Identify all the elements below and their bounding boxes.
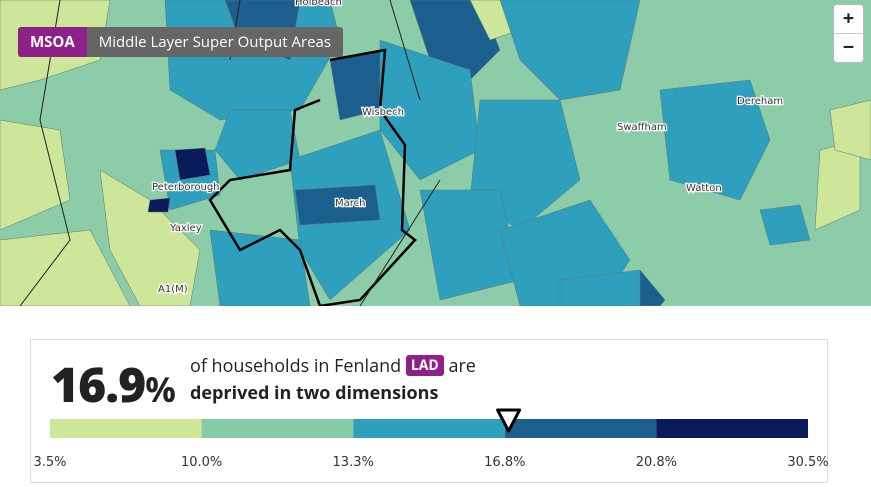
layer-badge: MSOA Middle Layer Super Output Areas (18, 27, 343, 57)
value: 16.9 (51, 352, 146, 417)
badge-text: Middle Layer Super Output Areas (86, 27, 343, 57)
place-label: A1(M) (158, 284, 188, 295)
place-label: Watton (686, 183, 722, 194)
area-type: LAD (405, 355, 444, 376)
place-label: Dereham (737, 96, 783, 107)
text: are (448, 354, 476, 378)
map-areas (0, 0, 871, 306)
place-label: Yaxley (169, 223, 202, 234)
sentence: of households in Fenland LAD are (190, 354, 476, 378)
unit: % (145, 366, 176, 412)
place-label: Swaffham (617, 122, 667, 133)
place-label: Peterborough (152, 182, 220, 193)
map-labels: Holbeach Wisbech Peterborough March Yaxley A1… (151, 0, 785, 296)
place-label: March (335, 198, 365, 209)
badge-code: MSOA (18, 27, 87, 57)
zoom-control: + − (833, 4, 864, 63)
measure: deprived in two dimensions (190, 381, 439, 405)
zoom-in[interactable]: + (834, 5, 863, 34)
zoom-out[interactable]: − (842, 33, 855, 60)
headline-value: 16.9% (51, 352, 176, 417)
place-label: Holbeach (295, 0, 342, 8)
info-panel: 16.9% of households in Fenland LAD are d… (30, 339, 828, 483)
text: of households in Fenland (190, 354, 402, 378)
place-label: Wisbech (362, 107, 404, 118)
map[interactable]: Holbeach Wisbech Peterborough March Yaxley A1… (0, 0, 871, 306)
district-boundary (208, 48, 417, 306)
